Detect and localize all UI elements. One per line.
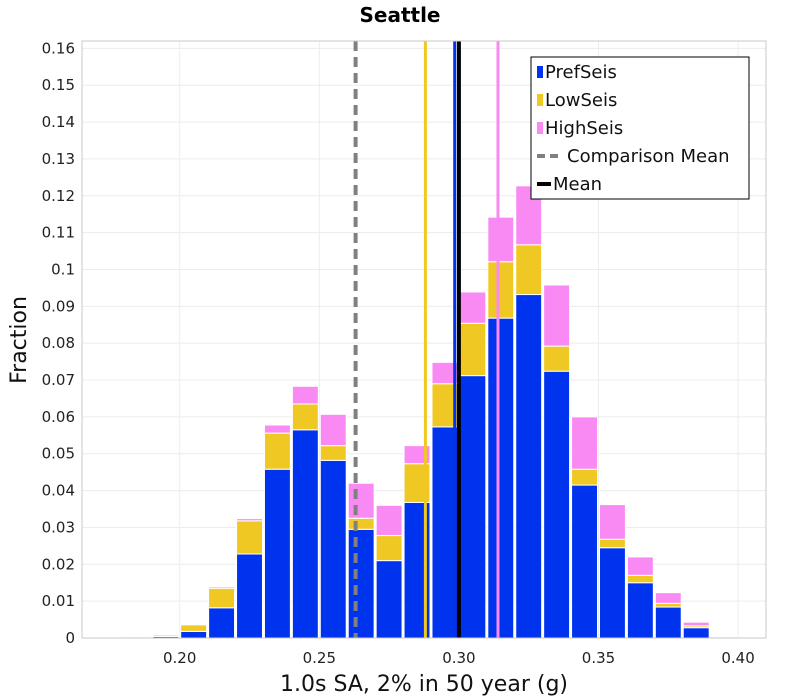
- bar-lowseis-bin-7: [291, 403, 319, 431]
- bar-prefseis-bin-10: [375, 560, 403, 639]
- y-tick-label: 0.03: [42, 518, 75, 536]
- legend-swatch-prefseis: [537, 66, 543, 78]
- bar-highseis-bin-5: [236, 518, 263, 522]
- legend-swatch-highseis: [537, 122, 543, 134]
- bar-highseis-bin-17: [571, 416, 598, 470]
- y-axis-ticks: 0 0.01 0.02 0.03 0.04 0.05 0.06 0.07 0.08 0.09 0.1…: [42, 39, 75, 647]
- bar-prefseis-bin-21: [682, 627, 710, 639]
- y-tick-label: 0.02: [42, 555, 75, 573]
- x-tick-label: 0.30: [442, 649, 475, 667]
- bar-highseis-bin-7: [291, 385, 319, 405]
- bar-lowseis-bin-8: [319, 445, 347, 461]
- y-tick-label: 0.15: [42, 76, 75, 94]
- bar-prefseis-bin-7: [291, 429, 319, 639]
- bar-highseis-bin-8: [319, 413, 347, 447]
- bar-highseis-bin-4: [208, 586, 236, 589]
- y-tick-label: 0.01: [42, 592, 75, 610]
- bar-lowseis-bin-19: [626, 574, 654, 584]
- x-axis-title: 1.0s SA, 2% in 50 year (g): [280, 672, 568, 697]
- bar-highseis-bin-10: [375, 504, 403, 537]
- legend-label-highseis: HighSeis: [545, 118, 623, 139]
- bar-highseis-bin-19: [626, 556, 654, 576]
- x-tick-label: 0.35: [582, 649, 615, 667]
- bar-highseis-bin-20: [654, 592, 682, 604]
- bar-lowseis-bin-6: [263, 432, 291, 470]
- y-axis-title: Fraction: [7, 296, 32, 384]
- legend-swatch-lowseis: [537, 94, 543, 106]
- bar-prefseis-bin-8: [319, 459, 347, 639]
- bar-prefseis-bin-15: [515, 294, 543, 639]
- bar-prefseis-bin-13: [459, 375, 487, 639]
- mean-lines: [353, 41, 500, 638]
- bar-lowseis-bin-4: [208, 587, 236, 609]
- y-tick-label: 0.05: [42, 445, 75, 463]
- y-tick-label: 0.16: [42, 39, 75, 57]
- bar-highseis-bin-18: [598, 504, 626, 540]
- x-tick-label: 0.20: [163, 649, 196, 667]
- bar-highseis-bin-14: [487, 216, 515, 263]
- bar-lowseis-bin-5: [236, 520, 263, 555]
- bar-lowseis-bin-13: [459, 322, 487, 377]
- legend: PrefSeis LowSeis HighSeis Comparison Mean Me…: [530, 56, 750, 200]
- bar-lowseis-bin-3: [180, 624, 208, 632]
- y-tick-label: 0.13: [42, 150, 75, 168]
- y-tick-label: 0.06: [42, 408, 75, 426]
- bar-lowseis-bin-15: [515, 244, 543, 296]
- bar-prefseis-bin-16: [543, 370, 571, 639]
- bar-prefseis-bin-5: [236, 553, 263, 639]
- y-tick-label: 0.1: [51, 260, 75, 278]
- legend-box: [530, 56, 750, 200]
- x-tick-label: 0.40: [721, 649, 754, 667]
- bar-prefseis-bin-17: [571, 484, 598, 639]
- histogram-bars: [96, 185, 738, 639]
- y-tick-label: 0: [65, 629, 75, 647]
- bar-lowseis-bin-14: [487, 261, 515, 319]
- y-tick-label: 0.04: [42, 482, 75, 500]
- y-tick-label: 0.14: [42, 113, 75, 131]
- bar-highseis-bin-22: [710, 635, 738, 638]
- y-tick-label: 0.09: [42, 297, 75, 315]
- bar-lowseis-bin-20: [654, 602, 682, 608]
- bar-highseis-bin-11: [403, 445, 431, 465]
- bar-prefseis-bin-14: [487, 317, 515, 639]
- y-tick-label: 0.08: [42, 334, 75, 352]
- y-tick-label: 0.12: [42, 187, 75, 205]
- bar-highseis-bin-16: [543, 284, 571, 347]
- legend-label-lowseis: LowSeis: [545, 90, 617, 111]
- bar-lowseis-bin-17: [571, 468, 598, 486]
- legend-label-prefseis: PrefSeis: [545, 62, 617, 83]
- bar-highseis-bin-9: [347, 482, 375, 519]
- bar-highseis-bin-6: [263, 424, 291, 434]
- chart-title: Seattle: [359, 3, 440, 27]
- bar-prefseis-bin-20: [654, 606, 682, 639]
- bar-lowseis-bin-10: [375, 535, 403, 562]
- plot-frame: [81, 40, 767, 639]
- y-tick-label: 0.11: [42, 224, 75, 242]
- bar-lowseis-bin-18: [598, 538, 626, 549]
- legend-label-mean: Mean: [553, 174, 602, 195]
- bar-prefseis-bin-3: [180, 630, 208, 639]
- bar-prefseis-bin-4: [208, 607, 236, 639]
- bar-highseis-bin-21: [682, 621, 710, 627]
- bar-highseis-bin-13: [459, 291, 487, 324]
- x-tick-label: 0.25: [303, 649, 336, 667]
- legend-label-comparison-mean: Comparison Mean: [567, 146, 730, 167]
- bar-lowseis-bin-9: [347, 517, 375, 530]
- bar-prefseis-bin-18: [598, 547, 626, 639]
- bar-prefseis-bin-9: [347, 528, 375, 639]
- bar-prefseis-bin-6: [263, 468, 291, 639]
- x-axis-ticks: 0.20 0.25 0.30 0.35 0.40: [163, 649, 755, 667]
- bar-lowseis-bin-16: [543, 345, 571, 372]
- y-tick-label: 0.07: [42, 371, 75, 389]
- bar-prefseis-bin-19: [626, 582, 654, 639]
